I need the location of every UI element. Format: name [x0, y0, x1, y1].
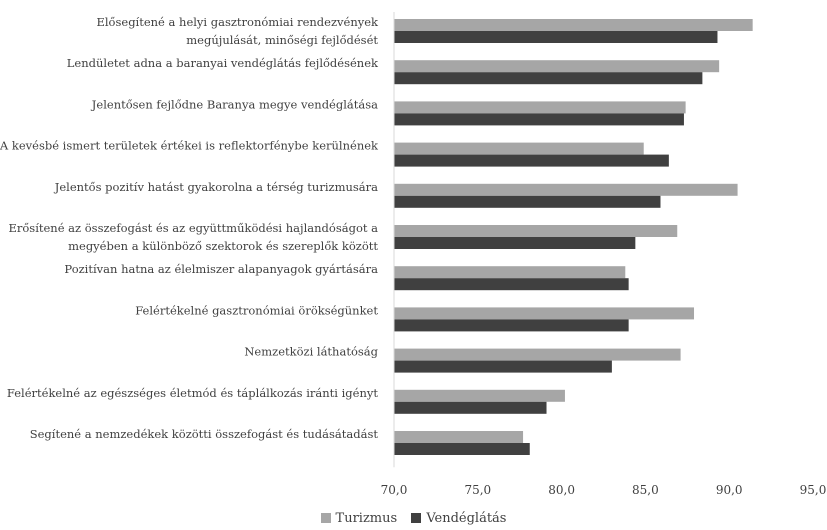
bar-vendglts-10: [394, 443, 530, 455]
bar-turizmus-6: [394, 266, 626, 279]
x-tick-label-2: 80,0: [548, 483, 575, 497]
x-axis-ticks: 70,0 75,0 80,0 85,0 90,0 95,0: [381, 483, 827, 497]
legend-swatch-vendeglatas: [411, 513, 422, 523]
legend-swatch-turizmus: [320, 513, 331, 523]
bar-turizmus-1: [394, 60, 720, 73]
bar-vendglts-1: [394, 72, 703, 85]
bars: [394, 19, 753, 455]
category-label-6: Pozitívan hatna az élelmiszer alapanyago…: [64, 262, 378, 276]
category-label-0: Elősegítené a helyi gasztronómiai rendez…: [96, 15, 379, 47]
bar-turizmus-5: [394, 225, 678, 237]
bar-vendglts-6: [394, 278, 629, 291]
bar-turizmus-2: [394, 101, 686, 114]
category-label-3: A kevésbé ismert területek értékei is re…: [0, 139, 379, 153]
legend-item-vendeglatas: Vendéglátás: [411, 511, 506, 526]
legend: Turizmus Vendéglátás: [0, 511, 827, 526]
legend-label-vendeglatas: Vendéglátás: [426, 511, 507, 526]
category-label-8: Nemzetközi láthatóság: [244, 345, 378, 359]
x-tick-label-4: 90,0: [716, 483, 743, 497]
bar-turizmus-3: [394, 142, 644, 155]
category-label-4: Jelentős pozitív hatást gyakorolna a tér…: [54, 180, 378, 194]
bar-turizmus-7: [394, 307, 695, 320]
legend-label-turizmus: Turizmus: [335, 511, 398, 526]
bar-turizmus-8: [394, 348, 681, 361]
category-label-5: Erősítené az összefogást és az együttműk…: [8, 221, 378, 253]
x-tick-label-5: 95,0: [800, 483, 827, 497]
legend-item-turizmus: Turizmus: [320, 511, 398, 526]
bar-vendglts-0: [394, 31, 718, 43]
bar-turizmus-4: [394, 183, 738, 196]
bar-turizmus-0: [394, 19, 753, 31]
category-label-7: Felértékelné gasztronómiai örökségünket: [135, 303, 378, 317]
bar-vendglts-5: [394, 237, 636, 249]
bar-vendglts-3: [394, 154, 669, 167]
category-label-10: Segítené a nemzedékek közötti összefogás…: [30, 427, 379, 441]
bar-vendglts-2: [394, 113, 684, 126]
x-tick-label-0: 70,0: [381, 483, 408, 497]
category-labels: Elősegítené a helyi gasztronómiai rendez…: [0, 15, 379, 441]
category-label-9: Felértékelné az egészséges életmód és tá…: [7, 386, 378, 400]
bar-turizmus-10: [394, 431, 524, 443]
bar-vendglts-4: [394, 195, 661, 208]
bar-vendglts-9: [394, 401, 547, 414]
x-tick-label-3: 85,0: [632, 483, 659, 497]
bar-vendglts-7: [394, 319, 629, 332]
bar-turizmus-9: [394, 389, 565, 402]
category-label-2: Jelentősen fejlődne Baranya megye vendég…: [91, 97, 378, 111]
category-label-1: Lendületet adna a baranyai vendéglátás f…: [67, 56, 379, 70]
x-tick-label-1: 75,0: [464, 483, 491, 497]
bar-vendglts-8: [394, 360, 612, 373]
